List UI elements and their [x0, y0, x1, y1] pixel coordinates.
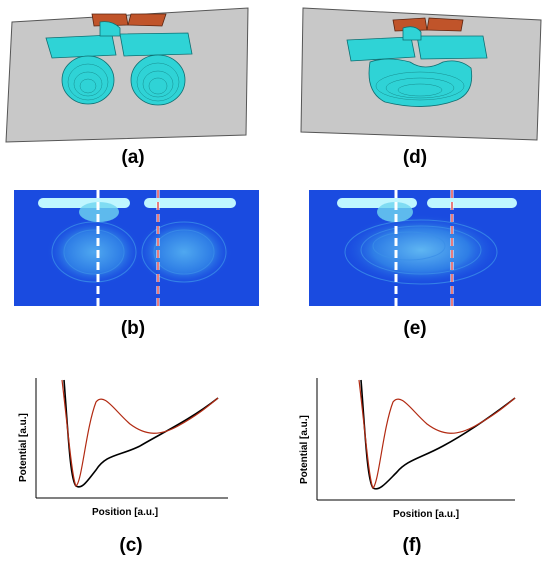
panel-label-e: (e)	[403, 318, 427, 339]
panel-label-b: (b)	[120, 318, 146, 339]
panel-e-field-map	[309, 190, 541, 306]
panel-label-a: (a)	[121, 147, 145, 168]
curve-black	[360, 379, 516, 490]
panel-label-c: (c)	[119, 535, 143, 556]
isosurface-top-plates	[45, 21, 193, 59]
isosurface-top-plates	[346, 26, 488, 62]
y-axis-label: Potential [a.u.]	[18, 413, 29, 482]
panel-f-potential-plot: Potential [a.u.] Position [a.u.]	[275, 370, 550, 530]
curve-red	[358, 379, 516, 490]
curve-black	[63, 379, 219, 488]
surface-plates	[38, 198, 236, 222]
panel-d-3d-isosurface	[275, 0, 550, 145]
curve-red	[61, 379, 219, 487]
panel-a-3d-isosurface	[0, 0, 275, 145]
panel-b-field-map	[14, 190, 259, 306]
x-axis-label: Position [a.u.]	[92, 507, 158, 518]
panel-label-d: (d)	[402, 147, 428, 168]
gate-electrodes	[392, 17, 464, 32]
y-axis-label: Potential [a.u.]	[299, 415, 310, 484]
x-axis-label: Position [a.u.]	[393, 509, 459, 520]
isosurface-merged-lobe	[368, 58, 473, 107]
panel-c-potential-plot: Potential [a.u.] Position [a.u.]	[0, 370, 275, 530]
isosurface-lobes	[61, 54, 186, 106]
substrate-plane	[5, 7, 249, 143]
panel-label-f: (f)	[402, 535, 422, 556]
